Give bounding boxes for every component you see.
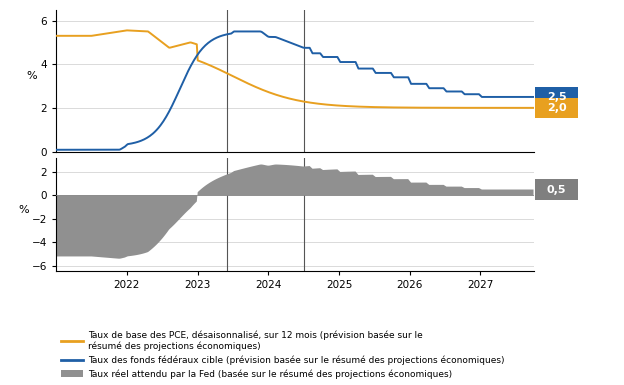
Y-axis label: %: % [18, 205, 29, 215]
Text: 2,0: 2,0 [547, 103, 567, 113]
Y-axis label: %: % [27, 70, 37, 80]
Text: 0,5: 0,5 [547, 184, 567, 194]
Legend: Taux de base des PCE, désaisonnalisé, sur 12 mois (prévision basée sur le
résumé: Taux de base des PCE, désaisonnalisé, su… [61, 331, 504, 378]
Text: 2,5: 2,5 [547, 92, 567, 102]
